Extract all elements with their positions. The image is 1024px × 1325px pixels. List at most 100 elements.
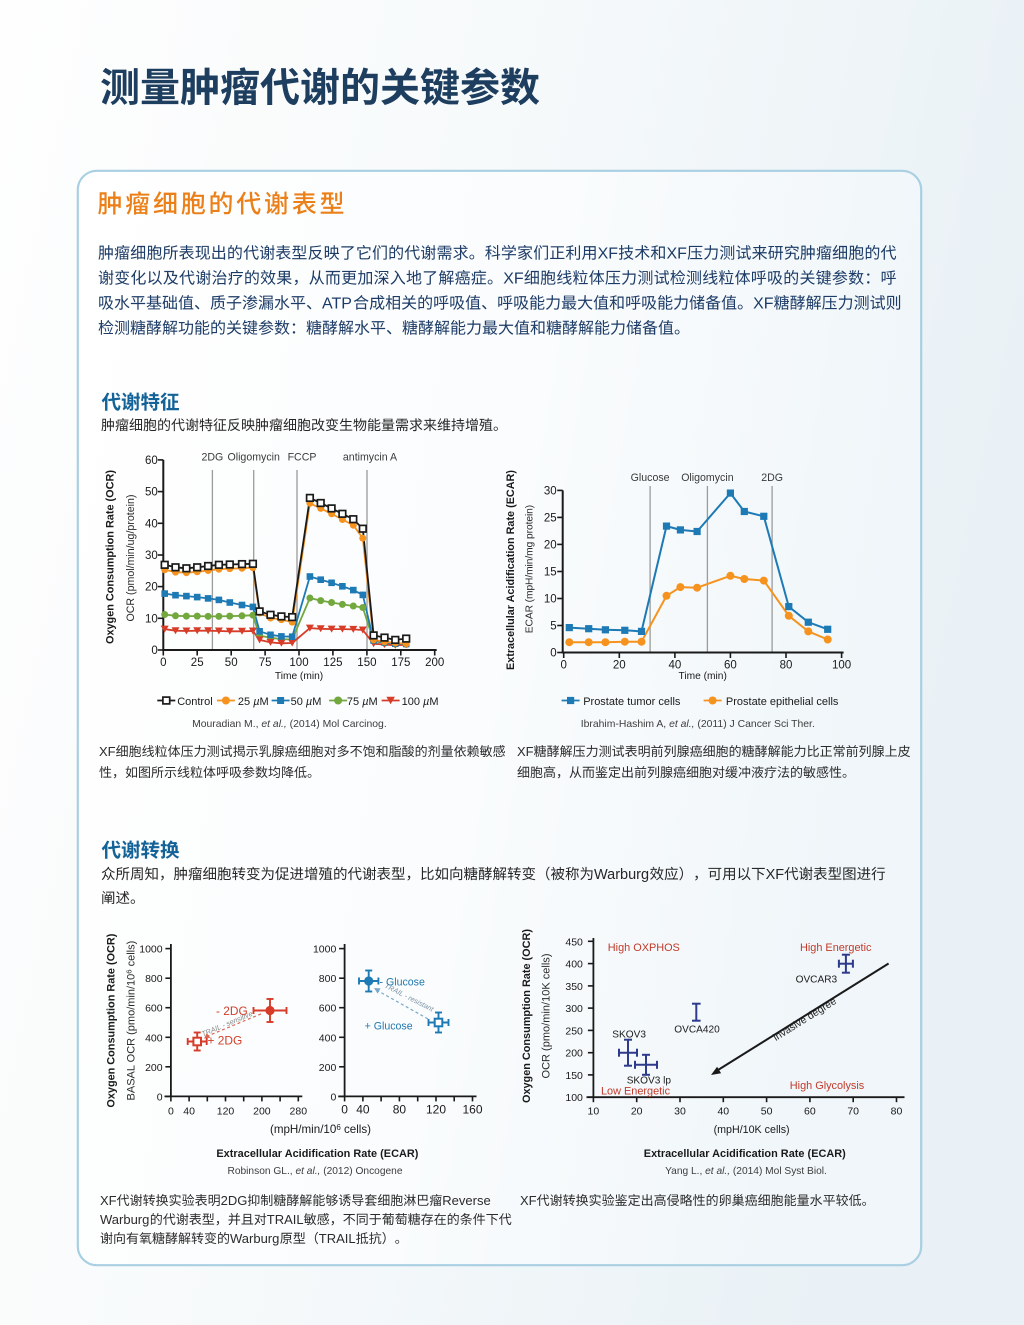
svg-text:75 µM: 75 µM xyxy=(347,696,378,708)
svg-text:+ Glucose: + Glucose xyxy=(365,1021,413,1033)
svg-text:20: 20 xyxy=(544,539,557,551)
svg-text:30: 30 xyxy=(145,550,158,562)
svg-text:Prostate epithelial cells: Prostate epithelial cells xyxy=(726,696,839,708)
svg-text:Glucose: Glucose xyxy=(631,472,670,484)
svg-text:OCR (pmol/min/ug/protein): OCR (pmol/min/ug/protein) xyxy=(125,495,137,622)
svg-text:70: 70 xyxy=(847,1106,859,1118)
svg-text:- 2DG: - 2DG xyxy=(216,1004,248,1018)
svg-text:800: 800 xyxy=(319,973,337,985)
svg-text:Prostate tumor cells: Prostate tumor cells xyxy=(583,696,681,708)
svg-text:100 µM: 100 µM xyxy=(402,696,439,708)
svg-text:150: 150 xyxy=(565,1070,583,1082)
svg-text:0: 0 xyxy=(168,1105,174,1117)
svg-text:600: 600 xyxy=(145,1003,163,1015)
svg-text:120: 120 xyxy=(217,1105,235,1117)
svg-text:OCR (pmo/min/10K cells): OCR (pmo/min/10K cells) xyxy=(541,954,553,1079)
svg-text:2DG: 2DG xyxy=(221,1193,248,1208)
svg-text:150: 150 xyxy=(357,657,376,669)
svg-text:1000: 1000 xyxy=(313,944,337,956)
svg-text:160: 160 xyxy=(462,1102,482,1116)
svg-text:Warburg: Warburg xyxy=(230,1231,279,1246)
svg-text:Warburg: Warburg xyxy=(594,867,649,883)
svg-text:30: 30 xyxy=(544,485,557,497)
svg-text:Ibrahim-Hashim A, et al., (201: Ibrahim-Hashim A, et al., (2011) J Cance… xyxy=(581,719,815,730)
svg-text:SKOV3 lp: SKOV3 lp xyxy=(627,1076,672,1087)
svg-text:280: 280 xyxy=(290,1105,308,1117)
svg-text:125: 125 xyxy=(323,657,342,669)
svg-text:10: 10 xyxy=(544,594,557,606)
svg-text:XF: XF xyxy=(503,271,524,288)
svg-text:OVCA420: OVCA420 xyxy=(674,1024,720,1035)
svg-text:60: 60 xyxy=(804,1106,816,1118)
svg-text:80: 80 xyxy=(891,1106,903,1118)
svg-text:40: 40 xyxy=(145,518,158,530)
svg-text:175: 175 xyxy=(391,657,410,669)
svg-text:XF: XF xyxy=(753,296,774,313)
svg-text:Oligomycin: Oligomycin xyxy=(227,452,280,464)
svg-text:60: 60 xyxy=(145,455,158,467)
svg-text:XF: XF xyxy=(99,744,116,759)
svg-text:High Energetic: High Energetic xyxy=(800,942,872,954)
svg-text:20: 20 xyxy=(613,660,626,672)
svg-text:BASAL OCR (pmo/min/106 cells): BASAL OCR (pmo/min/106 cells) xyxy=(125,941,138,1101)
svg-text:20: 20 xyxy=(631,1106,643,1118)
svg-text:400: 400 xyxy=(565,959,583,971)
svg-text:200: 200 xyxy=(425,657,444,669)
svg-text:2DG: 2DG xyxy=(202,452,224,464)
svg-text:Low Energetic: Low Energetic xyxy=(601,1085,671,1097)
svg-text:(mpH/min/106 cells): (mpH/min/106 cells) xyxy=(270,1123,371,1136)
svg-text:400: 400 xyxy=(319,1032,337,1044)
svg-text:- Glucose: - Glucose xyxy=(380,977,425,989)
svg-text:ATP: ATP xyxy=(322,296,352,313)
svg-text:15: 15 xyxy=(544,567,557,579)
svg-text:100: 100 xyxy=(289,657,308,669)
svg-text:1000: 1000 xyxy=(139,944,163,956)
svg-text:Oxygen Consumption Rate (OCR): Oxygen Consumption Rate (OCR) xyxy=(106,933,118,1107)
svg-text:High OXPHOS: High OXPHOS xyxy=(608,942,680,954)
svg-text:50 µM: 50 µM xyxy=(291,696,322,708)
svg-text:0: 0 xyxy=(560,660,566,672)
svg-text:Mouradian M., et al., (2014) M: Mouradian M., et al., (2014) Mol Carcino… xyxy=(192,719,387,730)
svg-text:Extracellular Acidification Ra: Extracellular Acidification Rate (ECAR) xyxy=(644,1148,846,1160)
svg-text:Yang L., et al., (2014) Mol Sy: Yang L., et al., (2014) Mol Syst Biol. xyxy=(665,1166,827,1177)
svg-text:Robinson GL., et al., (2012) O: Robinson GL., et al., (2012) Oncogene xyxy=(227,1166,402,1177)
svg-text:10: 10 xyxy=(588,1106,600,1118)
svg-text:Oxygen Consumption Rate (OCR): Oxygen Consumption Rate (OCR) xyxy=(105,470,117,644)
svg-text:Time (min): Time (min) xyxy=(679,671,727,682)
svg-text:450: 450 xyxy=(565,936,583,948)
svg-text:250: 250 xyxy=(565,1025,583,1037)
svg-text:antimycin A: antimycin A xyxy=(343,452,398,464)
svg-text:120: 120 xyxy=(426,1102,446,1116)
svg-text:75: 75 xyxy=(259,657,272,669)
svg-text:TRAIL: TRAIL xyxy=(319,1231,356,1246)
svg-text:Oligomycin: Oligomycin xyxy=(681,472,734,484)
svg-text:200: 200 xyxy=(253,1105,271,1117)
svg-text:0: 0 xyxy=(160,657,166,669)
svg-text:80: 80 xyxy=(780,660,793,672)
svg-text:Extracellular Acidification Ra: Extracellular Acidification Rate (ECAR) xyxy=(216,1148,418,1160)
svg-text:0: 0 xyxy=(330,1091,336,1103)
svg-text:XF: XF xyxy=(667,246,688,263)
svg-text:FCCP: FCCP xyxy=(288,452,317,464)
svg-text:800: 800 xyxy=(145,973,163,985)
svg-text:50: 50 xyxy=(145,487,158,499)
svg-text:400: 400 xyxy=(145,1032,163,1044)
svg-text:Control: Control xyxy=(177,696,212,708)
svg-text:200: 200 xyxy=(565,1048,583,1060)
svg-text:40: 40 xyxy=(356,1102,370,1116)
svg-text:Time (min): Time (min) xyxy=(275,671,323,682)
svg-text:100: 100 xyxy=(565,1092,583,1104)
svg-text:OVCAR3: OVCAR3 xyxy=(796,975,838,986)
svg-text:25: 25 xyxy=(544,512,557,524)
svg-text:25 µM: 25 µM xyxy=(238,696,269,708)
svg-text:XF: XF xyxy=(517,744,534,759)
svg-text:30: 30 xyxy=(674,1106,686,1118)
svg-text:0: 0 xyxy=(341,1102,348,1116)
svg-text:10: 10 xyxy=(145,613,158,625)
svg-text:50: 50 xyxy=(761,1106,773,1118)
svg-text:40: 40 xyxy=(669,660,682,672)
svg-text:350: 350 xyxy=(565,981,583,993)
svg-text:(mpH/10K cells): (mpH/10K cells) xyxy=(714,1124,790,1136)
svg-text:300: 300 xyxy=(565,1003,583,1015)
svg-text:60: 60 xyxy=(724,660,737,672)
